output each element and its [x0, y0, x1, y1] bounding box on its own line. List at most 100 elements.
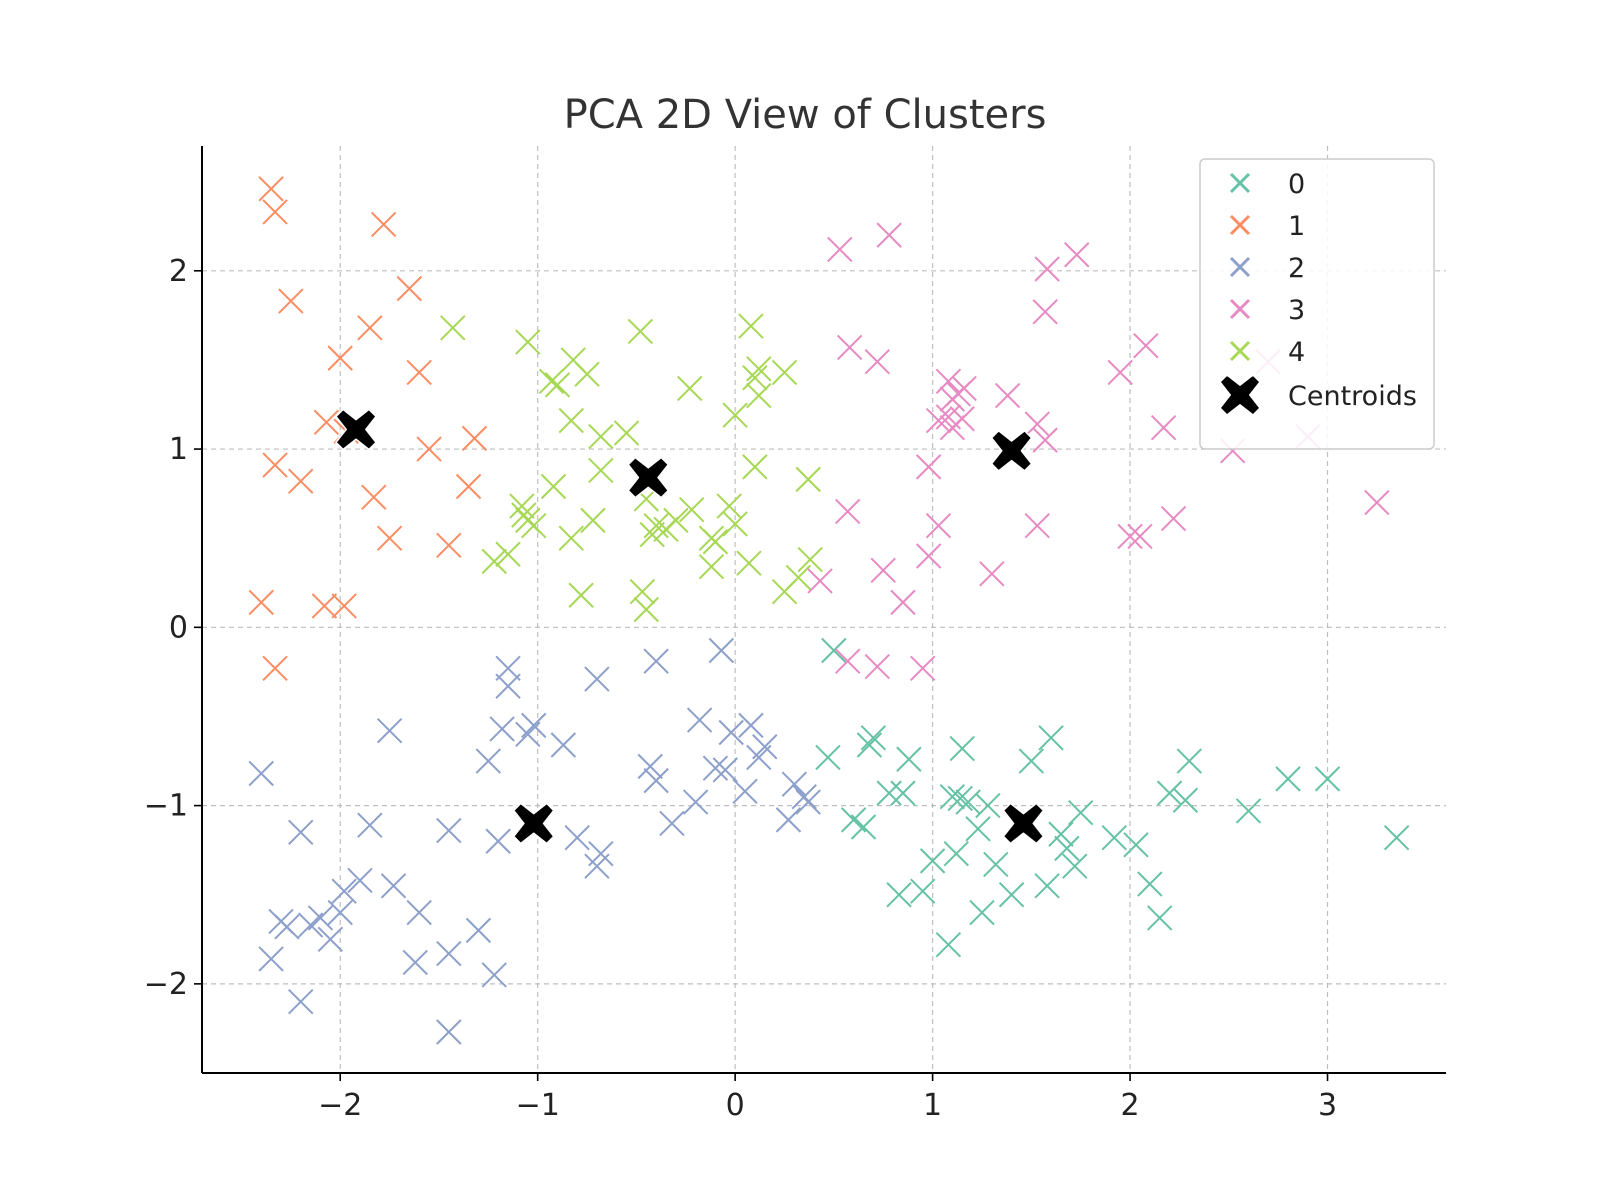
- data-point-cluster-1: [262, 199, 288, 225]
- data-point-cluster-1: [288, 468, 314, 494]
- data-point-cluster-0: [1275, 766, 1301, 792]
- data-point-cluster-2: [732, 778, 758, 805]
- data-point-cluster-4: [742, 365, 768, 391]
- data-point-cluster-2: [712, 757, 738, 783]
- data-point-cluster-2: [317, 926, 344, 953]
- data-point-cluster-2: [475, 748, 502, 774]
- centroid-marker: [990, 430, 1033, 472]
- legend-label-centroids: Centroids: [1288, 381, 1417, 412]
- data-point-cluster-2: [564, 824, 590, 851]
- data-point-cluster-4: [746, 382, 772, 409]
- data-point-cluster-4: [481, 548, 507, 575]
- grid-layer: [202, 146, 1446, 1073]
- data-point-cluster-3: [1024, 513, 1050, 539]
- data-point-cluster-0: [1176, 748, 1203, 774]
- data-point-cluster-4: [742, 454, 768, 480]
- data-point-cluster-3: [827, 236, 853, 263]
- data-point-cluster-0: [1048, 821, 1074, 847]
- y-tick-label: −2: [144, 967, 188, 1002]
- data-point-cluster-0: [1137, 871, 1163, 897]
- data-point-cluster-3: [1364, 489, 1390, 516]
- data-point-cluster-0: [1062, 853, 1088, 879]
- data-point-cluster-1: [436, 532, 462, 559]
- data-point-cluster-3: [979, 561, 1005, 587]
- data-point-cluster-3: [915, 543, 942, 569]
- data-point-cluster-1: [262, 452, 288, 478]
- data-point-cluster-2: [380, 873, 407, 899]
- chart-legend: 0 1 2 3 4 Centroids: [1199, 158, 1435, 450]
- data-point-cluster-0: [1038, 725, 1064, 751]
- data-point-cluster-0: [935, 931, 962, 958]
- data-point-cluster-3: [864, 653, 891, 680]
- data-point-cluster-4: [558, 407, 584, 434]
- data-point-cluster-0: [919, 848, 946, 874]
- data-point-cluster-2: [643, 767, 669, 794]
- points-layer: [248, 176, 1410, 1045]
- data-point-cluster-4: [440, 315, 466, 341]
- data-point-cluster-3: [925, 407, 952, 434]
- data-point-cluster-4: [521, 513, 547, 539]
- data-point-cluster-0: [939, 783, 966, 810]
- data-point-cluster-4: [588, 457, 614, 484]
- centroid-marker: [335, 408, 377, 451]
- data-point-cluster-1: [376, 525, 403, 551]
- data-point-cluster-2: [248, 760, 274, 787]
- data-point-cluster-2: [643, 648, 669, 674]
- x-tick-label: 0: [726, 1088, 745, 1123]
- data-point-cluster-2: [708, 637, 735, 664]
- data-point-cluster-4: [568, 582, 594, 608]
- data-point-cluster-0: [965, 816, 991, 842]
- legend-label-cluster-0: 0: [1288, 169, 1305, 200]
- data-point-cluster-3: [910, 655, 936, 682]
- data-point-cluster-2: [436, 817, 462, 844]
- data-point-cluster-2: [738, 712, 764, 739]
- data-point-cluster-4: [495, 541, 521, 567]
- data-point-cluster-1: [396, 275, 423, 302]
- data-point-cluster-0: [876, 780, 902, 806]
- data-point-cluster-1: [406, 359, 432, 386]
- data-point-cluster-3: [1117, 523, 1143, 550]
- data-point-cluster-4: [716, 493, 742, 519]
- data-point-cluster-0: [890, 780, 916, 806]
- legend-marker-cluster-3: [1229, 298, 1251, 320]
- data-point-cluster-3: [1024, 411, 1050, 437]
- data-point-cluster-0: [856, 732, 883, 758]
- data-point-cluster-0: [1067, 800, 1094, 826]
- legend-label-cluster-3: 3: [1288, 295, 1305, 326]
- data-point-cluster-2: [489, 716, 515, 742]
- data-point-cluster-4: [795, 466, 821, 493]
- data-point-cluster-0: [975, 792, 1001, 819]
- data-point-cluster-0: [998, 882, 1025, 908]
- data-point-cluster-2: [495, 655, 521, 682]
- legend-marker-cluster-1: [1229, 214, 1251, 236]
- data-point-cluster-2: [752, 734, 778, 760]
- data-point-cluster-2: [521, 712, 547, 739]
- legend-label-cluster-2: 2: [1288, 253, 1305, 284]
- centroid-layer: [335, 408, 1045, 845]
- data-point-cluster-2: [791, 783, 817, 810]
- data-point-cluster-0: [1101, 824, 1127, 851]
- data-point-cluster-2: [436, 940, 462, 967]
- data-point-cluster-3: [834, 648, 861, 674]
- data-point-cluster-4: [722, 511, 748, 537]
- data-point-cluster-0: [1146, 905, 1173, 931]
- data-point-cluster-4: [633, 596, 659, 623]
- data-point-cluster-4: [678, 496, 705, 523]
- data-point-cluster-2: [274, 914, 300, 940]
- data-point-cluster-3: [876, 222, 902, 248]
- data-point-cluster-4: [544, 372, 571, 398]
- data-point-cluster-3: [1160, 505, 1187, 532]
- y-tick-label: 2: [169, 254, 188, 289]
- data-point-cluster-0: [896, 746, 922, 772]
- data-point-cluster-4: [746, 356, 772, 382]
- data-point-cluster-1: [278, 288, 304, 314]
- data-point-cluster-3: [915, 454, 942, 480]
- data-point-cluster-4: [558, 525, 584, 551]
- data-point-cluster-0: [969, 899, 995, 926]
- x-tick-label: 2: [1121, 1088, 1140, 1123]
- data-point-cluster-2: [406, 899, 432, 926]
- data-point-cluster-2: [288, 988, 314, 1015]
- chart-title: PCA 2D View of Clusters: [564, 92, 1047, 138]
- data-point-cluster-4: [627, 318, 654, 345]
- data-point-cluster-3: [994, 382, 1021, 409]
